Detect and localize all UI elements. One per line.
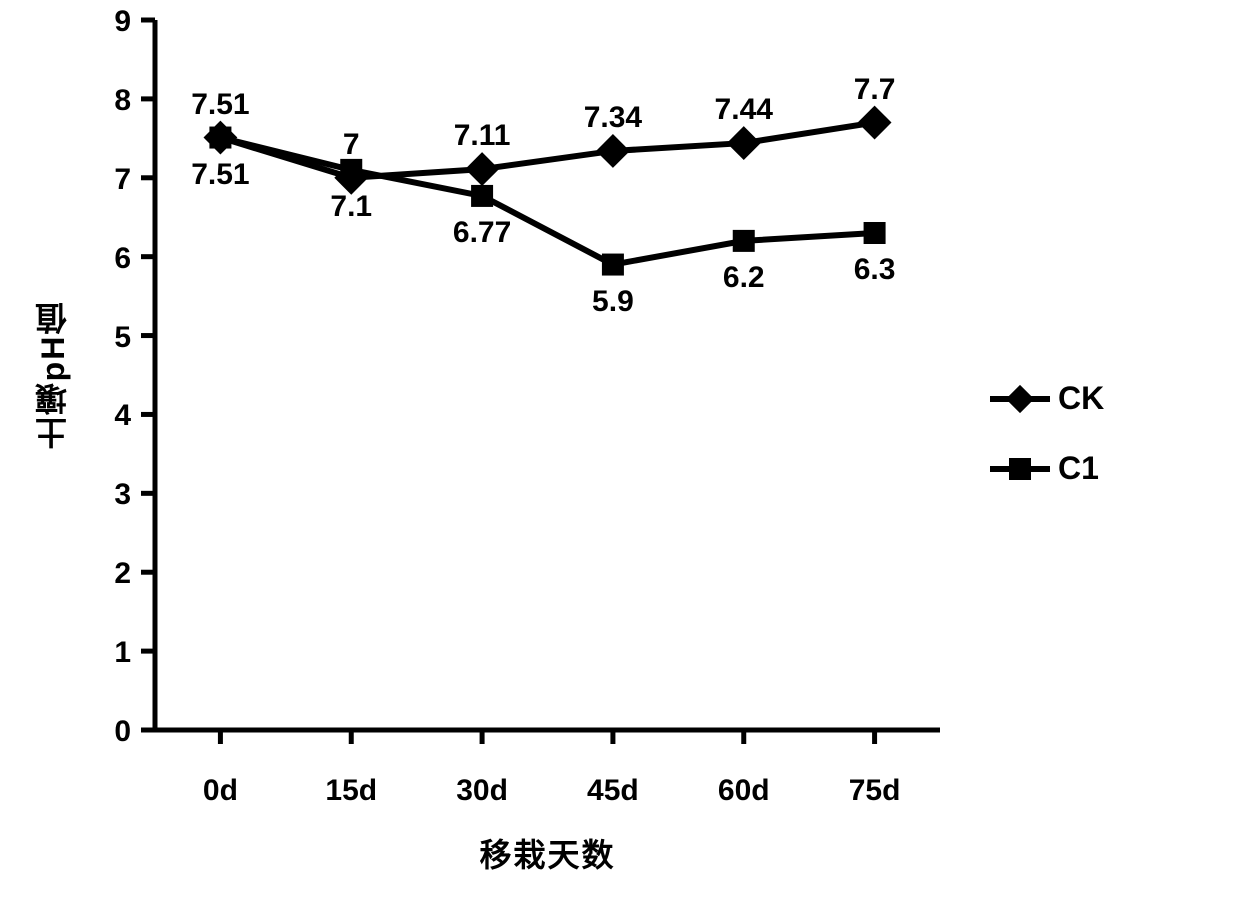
c1-label-2: 6.77 <box>453 216 511 250</box>
y-tick-0: 0 <box>114 715 131 749</box>
c1-label-4: 6.2 <box>723 261 765 295</box>
c1-label-1: 7.1 <box>330 190 372 224</box>
x-tick-4: 60d <box>718 774 770 808</box>
chart-container: 0 1 2 3 4 5 6 7 8 9 0d 15d 30d 45d 60d 7… <box>0 0 1233 908</box>
y-axis-title: 土壤pH值 <box>30 301 76 450</box>
x-tick-3: 45d <box>587 774 639 808</box>
ck-label-4: 7.44 <box>715 93 773 127</box>
y-tick-4: 4 <box>114 399 131 433</box>
c1-label-3: 5.9 <box>592 285 634 319</box>
y-tick-8: 8 <box>114 84 131 118</box>
legend-ck-label: CK <box>1058 380 1104 417</box>
x-tick-1: 15d <box>325 774 377 808</box>
y-tick-9: 9 <box>114 5 131 39</box>
legend-c1: C1 <box>990 450 1099 487</box>
legend-c1-label: C1 <box>1058 450 1099 487</box>
legend-ck: CK <box>990 380 1104 417</box>
c1-label-0: 7.51 <box>191 158 249 192</box>
y-tick-3: 3 <box>114 478 131 512</box>
square-icon <box>1009 458 1031 480</box>
legend-ck-line <box>990 396 1050 402</box>
x-tick-2: 30d <box>456 774 508 808</box>
ck-label-0: 7.51 <box>191 88 249 122</box>
y-tick-7: 7 <box>114 163 131 197</box>
legend-c1-line <box>990 466 1050 472</box>
ck-label-3: 7.34 <box>584 101 642 135</box>
ck-label-1: 7 <box>343 128 360 162</box>
y-tick-2: 2 <box>114 557 131 591</box>
y-tick-5: 5 <box>114 321 131 355</box>
y-tick-6: 6 <box>114 242 131 276</box>
diamond-icon <box>1006 384 1034 412</box>
ck-label-2: 7.11 <box>454 119 511 153</box>
c1-label-5: 6.3 <box>854 253 896 287</box>
ck-label-5: 7.7 <box>854 73 896 107</box>
x-axis-title: 移栽天数 <box>479 830 615 876</box>
y-tick-1: 1 <box>114 636 131 670</box>
x-tick-5: 75d <box>849 774 901 808</box>
x-tick-0: 0d <box>203 774 238 808</box>
